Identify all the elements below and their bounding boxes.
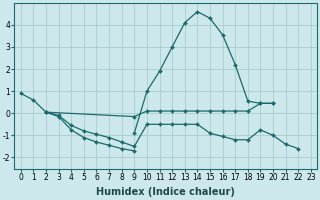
X-axis label: Humidex (Indice chaleur): Humidex (Indice chaleur) — [96, 187, 235, 197]
